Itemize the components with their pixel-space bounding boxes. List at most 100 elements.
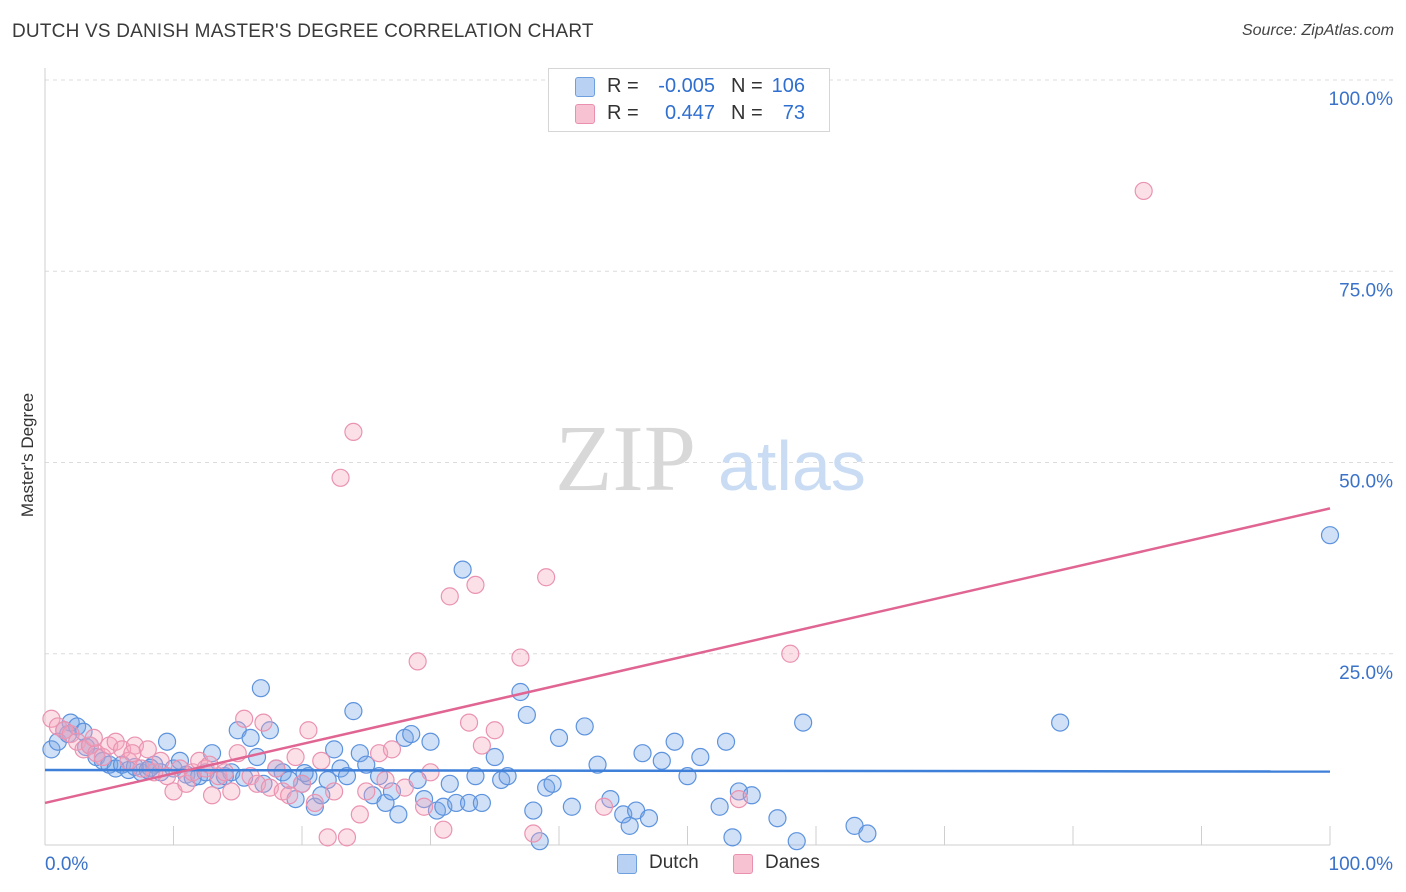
danes-point bbox=[286, 747, 305, 767]
dutch-point bbox=[633, 744, 652, 763]
danes-point bbox=[459, 713, 479, 732]
dutch-point bbox=[575, 717, 594, 736]
danes-point bbox=[524, 824, 543, 843]
legend-n-value: 73 bbox=[782, 102, 805, 124]
bottom-legend-swatch-danes bbox=[733, 854, 753, 874]
danes-point bbox=[215, 763, 234, 782]
danes-point bbox=[299, 721, 318, 740]
danes-point bbox=[292, 774, 312, 793]
legend-r-value: 0.447 bbox=[664, 102, 715, 124]
dutch-point bbox=[325, 740, 344, 759]
danes-point bbox=[1134, 181, 1153, 201]
danes-point bbox=[472, 736, 491, 755]
dutch-point bbox=[652, 751, 671, 770]
legend-row-dutch: R = -0.005 N = 106 bbox=[549, 74, 829, 100]
danes-point bbox=[222, 782, 241, 801]
danes-point bbox=[781, 644, 800, 663]
dutch-point bbox=[466, 767, 485, 786]
dutch-point bbox=[710, 797, 729, 816]
dutch-point bbox=[639, 809, 659, 828]
dutch-point bbox=[498, 767, 517, 786]
danes-point bbox=[337, 828, 357, 847]
dutch-point bbox=[357, 755, 376, 774]
danes-point bbox=[434, 820, 453, 839]
dutch-point bbox=[562, 797, 581, 816]
y-tick-label: 75.0% bbox=[1339, 280, 1393, 301]
danes-point bbox=[594, 797, 614, 816]
danes-point bbox=[177, 774, 196, 793]
danes-point bbox=[414, 797, 434, 816]
dutch-point bbox=[251, 679, 270, 698]
danes-point bbox=[537, 568, 556, 587]
tick-labels: 100.0% 75.0% 50.0% 25.0% 0.0% 100.0% bbox=[45, 89, 1393, 875]
dutch-point bbox=[768, 809, 787, 828]
danes-point bbox=[466, 575, 485, 595]
danes-point bbox=[267, 759, 286, 778]
danes-point bbox=[511, 648, 530, 667]
danes-point bbox=[138, 740, 157, 759]
danes-point bbox=[202, 786, 222, 805]
dutch-point bbox=[440, 774, 459, 793]
dutch-point bbox=[350, 744, 369, 763]
source-label: Source: ZipAtlas.com bbox=[1241, 22, 1394, 39]
dutch-point bbox=[421, 732, 440, 751]
trend-lines bbox=[44, 507, 1331, 805]
danes-point bbox=[325, 782, 344, 801]
x-tick-label: 0.0% bbox=[45, 854, 88, 875]
bottom-legend-swatch-dutch bbox=[617, 854, 637, 874]
dutch-point bbox=[524, 801, 543, 820]
dutch-point bbox=[787, 832, 806, 851]
legend-swatch-dutch bbox=[575, 77, 595, 97]
danes-points bbox=[42, 181, 1153, 847]
dutch-point bbox=[414, 789, 434, 809]
danes-point bbox=[344, 422, 363, 441]
bottom-legend-label-danes: Danes bbox=[765, 852, 820, 873]
danes-point bbox=[729, 789, 749, 809]
dutch-point bbox=[665, 732, 684, 751]
legend-r-label: R = bbox=[607, 75, 639, 97]
danes-point bbox=[93, 747, 112, 767]
danes-point bbox=[312, 751, 331, 770]
y-tick-label: 25.0% bbox=[1339, 663, 1393, 684]
danes-point bbox=[318, 828, 337, 847]
watermark: ZIP atlas bbox=[555, 407, 866, 511]
legend-n-label: N = bbox=[731, 75, 763, 97]
legend-row-danes: R = 0.447 N = 73 bbox=[549, 101, 829, 127]
danes-point bbox=[305, 793, 324, 813]
dutch-point bbox=[543, 774, 562, 793]
legend-r-label: R = bbox=[607, 102, 639, 124]
dutch-point bbox=[716, 732, 736, 751]
dutch-point bbox=[485, 747, 504, 767]
watermark-zip: ZIP bbox=[555, 407, 696, 511]
dutch-point bbox=[858, 824, 877, 843]
danes-point bbox=[376, 770, 395, 790]
legend-n-value: 106 bbox=[771, 75, 805, 97]
axes bbox=[44, 68, 1331, 846]
dutch-point bbox=[794, 713, 813, 732]
legend-n-label: N = bbox=[731, 102, 763, 124]
dutch-point bbox=[337, 767, 357, 786]
dutch-point bbox=[517, 705, 536, 725]
gridlines bbox=[45, 79, 1393, 655]
danes-point bbox=[421, 763, 440, 782]
dutch-points bbox=[42, 526, 1340, 851]
dutch-point bbox=[402, 724, 421, 744]
dutch-trend-line bbox=[44, 768, 1331, 773]
y-tick-label: 50.0% bbox=[1339, 472, 1393, 493]
dutch-point bbox=[295, 763, 314, 783]
dutch-point bbox=[389, 805, 408, 824]
danes-trend-line bbox=[44, 507, 1331, 805]
danes-point bbox=[235, 709, 254, 728]
danes-point bbox=[84, 728, 103, 748]
x-tick-label: 100.0% bbox=[1329, 854, 1394, 875]
dutch-point bbox=[588, 755, 607, 774]
danes-point bbox=[123, 744, 142, 763]
dutch-point bbox=[157, 732, 177, 751]
dutch-point bbox=[305, 797, 324, 816]
dutch-point bbox=[376, 793, 395, 813]
dutch-point bbox=[247, 747, 267, 767]
danes-point bbox=[151, 751, 170, 770]
danes-point bbox=[382, 740, 402, 759]
correlation-legend: R = -0.005 N = 106 R = 0.447 N = 73 bbox=[548, 68, 830, 132]
